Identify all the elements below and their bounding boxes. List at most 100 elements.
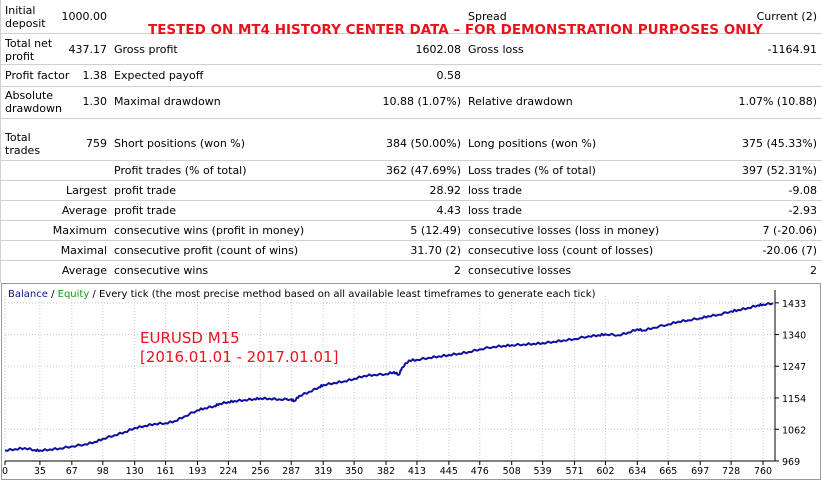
x-tick-label: 256 (251, 466, 269, 477)
row-divider (1, 160, 822, 161)
average-label: Average (61, 204, 107, 217)
row-divider (1, 86, 822, 87)
x-tick-label: 760 (754, 466, 772, 477)
average-profit-label: profit trade (114, 204, 177, 217)
profit-factor-value: 1.38 (82, 69, 108, 82)
x-tick-label: 634 (628, 466, 646, 477)
total-net-profit-value: 437.17 (68, 43, 108, 56)
spread-label: Spread (468, 10, 507, 23)
gross-profit-value: 1602.08 (415, 43, 462, 56)
x-tick-label: 697 (691, 466, 709, 477)
x-tick-label: 539 (534, 466, 552, 477)
x-tick-label: 130 (126, 466, 144, 477)
x-tick-label: 224 (219, 466, 237, 477)
gross-loss-value: -1164.91 (767, 43, 817, 56)
balance-line (4, 302, 774, 453)
short-positions-value: 384 (50.00%) (385, 137, 461, 150)
maximum-label: Maximum (52, 224, 107, 237)
maximal-drawdown-value: 10.88 (1.07%) (382, 95, 461, 108)
short-positions-label: Short positions (won %) (114, 137, 246, 150)
y-tick-label: 1154 (782, 394, 806, 405)
largest-loss-label: loss trade (468, 184, 523, 197)
y-tick-label: 1433 (782, 299, 806, 310)
maximal-label: Maximal (60, 244, 107, 257)
max-consec-wins-value: 5 (12.49) (410, 224, 461, 237)
average-loss-value: -2.93 (788, 204, 817, 217)
row-divider (1, 240, 822, 241)
demonstration-banner: TESTED ON MT4 HISTORY CENTER DATA – FOR … (148, 22, 763, 38)
x-tick-label: 413 (408, 466, 426, 477)
largest-profit-label: profit trade (114, 184, 177, 197)
gross-profit-label: Gross profit (114, 43, 178, 56)
long-positions-value: 375 (45.33%) (741, 137, 817, 150)
max-consec-losses-label: consecutive losses (loss in money) (468, 224, 660, 237)
caption-equity: Equity (57, 289, 90, 300)
profit-factor-label: Profit factor (5, 69, 70, 82)
maximal-drawdown-label: Maximal drawdown (114, 95, 221, 108)
x-tick-label: 319 (314, 466, 332, 477)
row-divider (1, 33, 822, 34)
x-tick-label: 67 (66, 466, 78, 477)
y-tick-label: 969 (782, 457, 800, 468)
x-tick-label: 602 (596, 466, 614, 477)
x-tick-label: 0 (2, 466, 8, 477)
x-tick-label: 728 (722, 466, 740, 477)
x-tick-label: 665 (659, 466, 677, 477)
overlay-range: [2016.01.01 - 2017.01.01] (140, 348, 339, 366)
row-divider (1, 180, 822, 181)
initial-deposit-value: 1000.00 (61, 10, 108, 23)
row-divider (1, 260, 822, 261)
largest-profit-value: 28.92 (429, 184, 462, 197)
overlay-symbol: EURUSD M15 (140, 329, 240, 347)
avg-consec-wins-label: consecutive wins (114, 264, 209, 277)
avg-consec-losses-value: 2 (810, 264, 817, 277)
caption-rest: / Every tick (the most precise method ba… (89, 289, 596, 300)
avg-consec-wins-value: 2 (454, 264, 461, 277)
row-divider (1, 64, 822, 65)
x-tick-label: 350 (345, 466, 363, 477)
maximal-consec-profit-label: consecutive profit (count of wins) (114, 244, 299, 257)
maximal-consec-profit-value: 31.70 (2) (410, 244, 461, 257)
row-divider (1, 220, 822, 221)
long-positions-label: Long positions (won %) (468, 137, 597, 150)
max-consec-losses-value: 7 (-20.06) (762, 224, 817, 237)
loss-trades-label: Loss trades (% of total) (468, 164, 596, 177)
spread-value: Current (2) (756, 10, 817, 23)
largest-label: Largest (66, 184, 107, 197)
x-tick-label: 287 (282, 466, 300, 477)
x-tick-label: 382 (377, 466, 395, 477)
relative-drawdown-value: 1.07% (10.88) (738, 95, 817, 108)
profit-trades-label: Profit trades (% of total) (114, 164, 247, 177)
absolute-drawdown-value: 1.30 (82, 95, 108, 108)
initial-deposit-label: Initial deposit (5, 4, 46, 30)
relative-drawdown-label: Relative drawdown (468, 95, 573, 108)
x-tick-label: 571 (565, 466, 583, 477)
profit-trades-value: 362 (47.69%) (385, 164, 461, 177)
x-tick-label: 508 (503, 466, 521, 477)
gross-loss-label: Gross loss (468, 43, 524, 56)
row-divider (1, 118, 822, 119)
maximal-consec-loss-label: consecutive loss (count of losses) (468, 244, 654, 257)
chart-caption: Balance / Equity / Every tick (the most … (8, 289, 595, 300)
y-tick-label: 1062 (782, 425, 806, 436)
balance-chart (1, 283, 821, 480)
caption-balance: Balance (8, 289, 48, 300)
x-tick-label: 161 (157, 466, 175, 477)
largest-loss-value: -9.08 (788, 184, 817, 197)
x-tick-label: 35 (34, 466, 46, 477)
max-consec-wins-label: consecutive wins (profit in money) (114, 224, 305, 237)
expected-payoff-label: Expected payoff (114, 69, 204, 82)
total-trades-label: Total trades (5, 131, 41, 157)
row-divider (1, 200, 822, 201)
caption-sep: / (47, 289, 58, 300)
y-tick-label: 1340 (782, 331, 806, 342)
x-tick-label: 476 (471, 466, 489, 477)
report-table: Initial deposit 1000.00 Spread Current (… (0, 0, 822, 283)
average-consec-label: Average (61, 264, 107, 277)
total-trades-value: 759 (86, 137, 107, 150)
x-tick-label: 193 (188, 466, 206, 477)
average-profit-value: 4.43 (436, 204, 462, 217)
y-tick-label: 1247 (782, 362, 806, 373)
avg-consec-losses-label: consecutive losses (468, 264, 572, 277)
